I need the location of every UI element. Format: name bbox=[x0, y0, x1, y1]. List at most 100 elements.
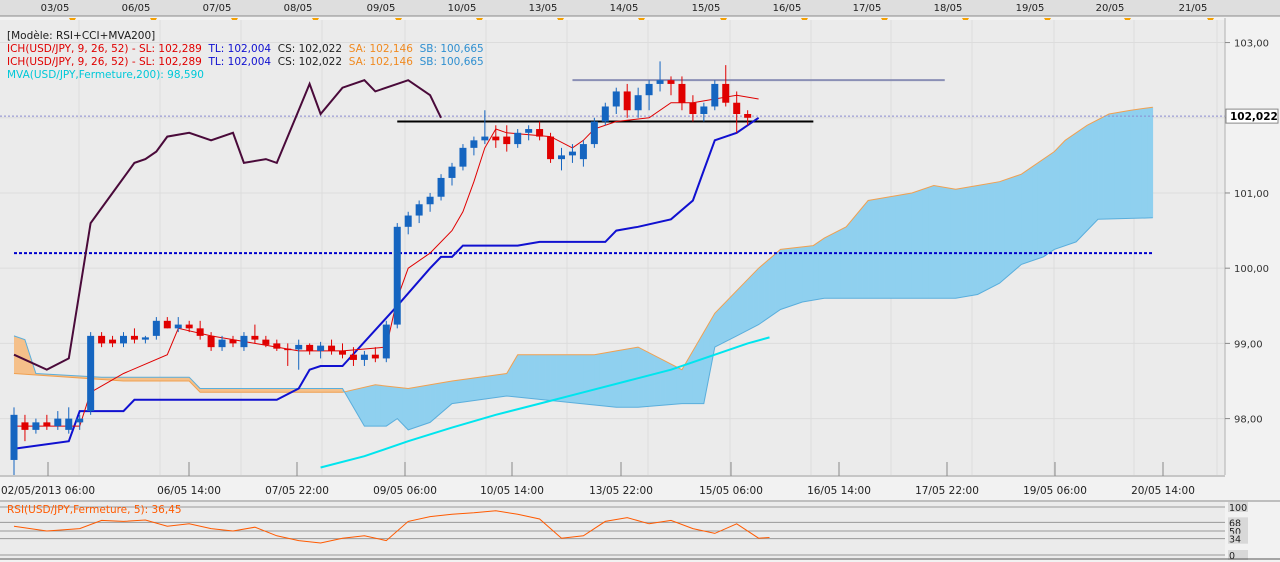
cloud-segment bbox=[840, 226, 847, 299]
cloud-segment bbox=[1141, 107, 1148, 219]
cloud-segment bbox=[922, 187, 929, 299]
cloud-segment bbox=[950, 188, 956, 299]
time-tick-label: 07/05 22:00 bbox=[265, 485, 329, 497]
cloud-segment bbox=[583, 354, 590, 405]
candle-body bbox=[667, 80, 675, 84]
candle bbox=[273, 339, 281, 351]
candle-body bbox=[65, 418, 73, 430]
candle bbox=[492, 125, 500, 148]
candle bbox=[339, 343, 346, 359]
candle bbox=[328, 339, 336, 355]
candle bbox=[306, 343, 314, 355]
candle-body bbox=[678, 83, 686, 103]
cloud-segment bbox=[911, 191, 918, 299]
cloud-segment bbox=[884, 196, 891, 299]
rsi-tick-label: 68 bbox=[1229, 518, 1241, 529]
cloud-segment bbox=[484, 375, 491, 400]
top-date-label: 13/05 bbox=[529, 3, 558, 14]
top-date-label: 19/05 bbox=[1016, 3, 1045, 14]
candle bbox=[404, 211, 412, 235]
cloud-segment bbox=[473, 377, 480, 401]
ich-cs: CS: 102,022 bbox=[277, 56, 343, 68]
cloud-segment bbox=[364, 386, 371, 427]
time-tick-label: 20/05 14:00 bbox=[1131, 485, 1195, 497]
candle bbox=[612, 87, 620, 115]
cloud-segment bbox=[594, 353, 601, 406]
candle-body bbox=[700, 106, 708, 115]
candle bbox=[590, 117, 598, 148]
cloud-segment bbox=[1130, 109, 1137, 219]
time-tick-label: 10/05 14:00 bbox=[480, 485, 544, 497]
candle bbox=[525, 125, 533, 141]
ich-tl: TL: 102,004 bbox=[208, 56, 272, 68]
cloud-segment bbox=[528, 354, 535, 399]
top-date-label: 07/05 bbox=[203, 3, 232, 14]
cloud-segment bbox=[977, 184, 984, 295]
candle bbox=[382, 320, 390, 363]
cloud-segment bbox=[375, 384, 382, 427]
cloud-segment bbox=[233, 388, 239, 393]
cloud-segment bbox=[1037, 159, 1044, 259]
ichimoku-cloud bbox=[13, 106, 1154, 431]
candle-body bbox=[590, 121, 598, 145]
cloud-segment bbox=[698, 332, 705, 404]
candle bbox=[109, 335, 117, 348]
top-date-label: 09/05 bbox=[367, 3, 396, 14]
candle bbox=[568, 144, 576, 163]
price-tick-label: 103,00 bbox=[1234, 39, 1269, 50]
candle-body bbox=[185, 324, 193, 329]
cloud-segment bbox=[452, 380, 458, 404]
candle bbox=[32, 418, 40, 434]
cloud-segment bbox=[676, 366, 683, 405]
cloud-segment bbox=[785, 248, 792, 308]
candle bbox=[229, 335, 237, 348]
cloud-segment bbox=[222, 388, 228, 393]
ich-sa: SA: 102,146 bbox=[348, 56, 413, 68]
cloud-segment bbox=[1076, 129, 1082, 242]
candle bbox=[360, 350, 368, 366]
candle bbox=[174, 317, 182, 333]
cloud-segment bbox=[862, 200, 869, 299]
cloud-segment bbox=[462, 378, 469, 403]
price-axis[interactable]: 103,00102,00101,00100,0099,0098,00102,02… bbox=[1225, 39, 1279, 426]
candle bbox=[459, 144, 467, 171]
cloud-segment bbox=[566, 354, 573, 403]
candle-body bbox=[32, 422, 40, 430]
cloud-segment bbox=[692, 341, 699, 404]
candle bbox=[744, 110, 752, 126]
cloud-segment bbox=[156, 377, 163, 381]
cloud-segment bbox=[835, 229, 842, 299]
price-tick-label: 101,00 bbox=[1234, 189, 1269, 200]
top-date-bar bbox=[0, 0, 1280, 16]
cloud-segment bbox=[818, 238, 825, 300]
time-tick-label: 13/05 22:00 bbox=[589, 485, 653, 497]
cloud-segment bbox=[19, 337, 26, 375]
candle bbox=[240, 332, 248, 351]
cloud-segment bbox=[205, 388, 212, 393]
rsi-legend: RSI(USD/JPY,Fermeture, 5): 36,45 bbox=[7, 504, 182, 516]
candle bbox=[393, 223, 401, 329]
rsi-tick-label: 50 bbox=[1229, 527, 1241, 538]
cloud-segment bbox=[468, 377, 475, 402]
top-date-label: 15/05 bbox=[692, 3, 721, 14]
cloud-segment bbox=[665, 361, 672, 405]
cloud-segment bbox=[660, 358, 666, 406]
candle bbox=[448, 162, 456, 186]
rsi-panel bbox=[0, 502, 1225, 558]
ich-sb: SB: 100,665 bbox=[419, 43, 484, 55]
candle-body bbox=[634, 95, 642, 111]
candle bbox=[130, 328, 138, 344]
cloud-segment bbox=[304, 388, 310, 393]
cloud-segment bbox=[1015, 174, 1022, 270]
rsi-line bbox=[13, 510, 770, 544]
candle bbox=[722, 65, 730, 107]
candle bbox=[415, 200, 423, 224]
candle bbox=[700, 102, 708, 122]
candle-body bbox=[87, 335, 95, 412]
cloud-segment bbox=[298, 388, 305, 393]
cloud-segment bbox=[972, 185, 978, 296]
cloud-segment bbox=[178, 377, 185, 381]
rsi-tick-label: 34 bbox=[1229, 535, 1241, 546]
cloud-segment bbox=[791, 247, 798, 306]
